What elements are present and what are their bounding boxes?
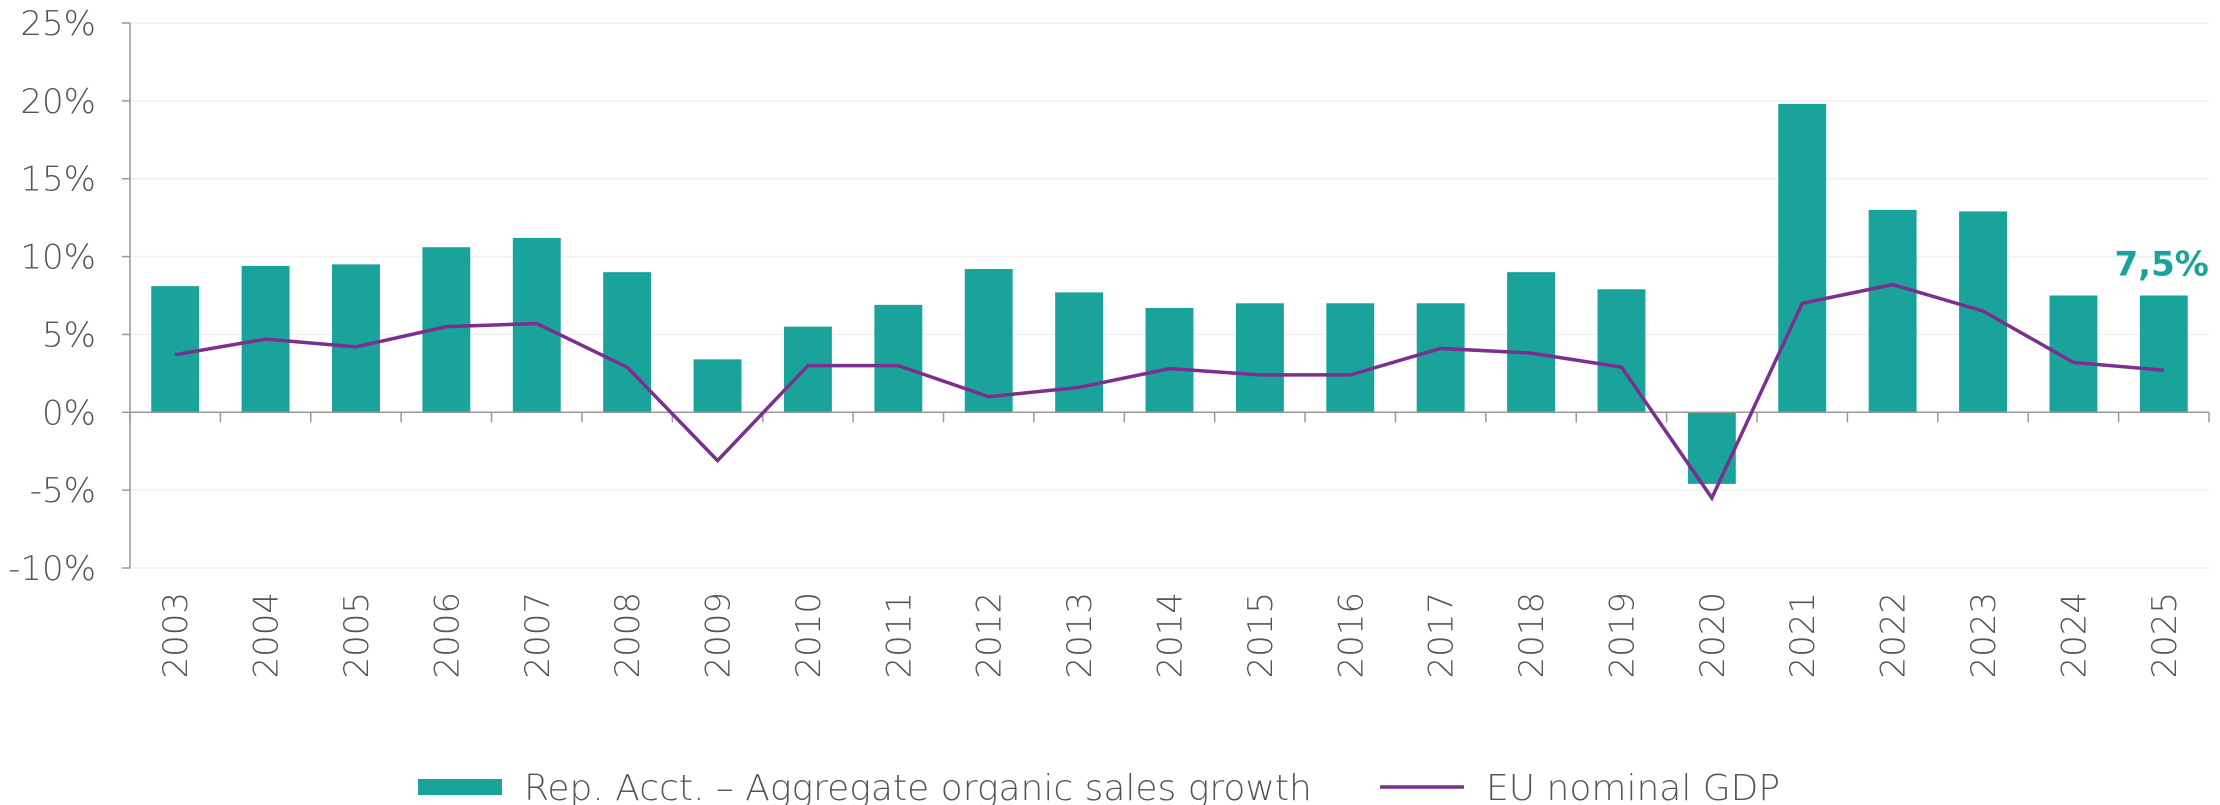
- x-tick-label: 2004: [247, 592, 287, 679]
- bar: [1868, 209, 1917, 413]
- bar: [964, 269, 1013, 413]
- y-tick-label: 10%: [20, 238, 96, 278]
- y-tick-label: 20%: [20, 82, 96, 122]
- x-tick-label: 2009: [699, 592, 739, 679]
- bar: [1778, 103, 1827, 413]
- x-tick-label: 2015: [1241, 592, 1281, 679]
- y-tick-label: 5%: [42, 315, 96, 355]
- x-tick-label: 2017: [1422, 592, 1462, 679]
- x-tick-label: 2025: [2145, 592, 2185, 679]
- x-tick-label: 2018: [1512, 592, 1552, 679]
- x-tick-label: 2008: [608, 592, 648, 679]
- x-tick-label: 2020: [1693, 592, 1733, 679]
- bar: [874, 304, 923, 413]
- bar: [603, 272, 652, 413]
- bar: [1326, 303, 1375, 413]
- x-tick-label: 2006: [427, 592, 467, 679]
- data-label: 7,5%: [2115, 245, 2209, 285]
- bar: [1145, 307, 1194, 413]
- legend-label: Rep. Acct. – Aggregate organic sales gro…: [524, 768, 1312, 805]
- y-tick-label: -5%: [30, 471, 96, 511]
- x-tick-label: 2010: [789, 592, 829, 679]
- x-tick-label: 2022: [1874, 592, 1914, 679]
- x-tick-label: 2023: [1964, 592, 2004, 679]
- bar: [332, 264, 380, 413]
- bar: [2139, 295, 2188, 413]
- x-tick-label: 2003: [156, 592, 196, 679]
- x-tick-label: 2024: [2054, 592, 2094, 679]
- line: [174, 282, 2164, 502]
- x-tick-label: 2013: [1060, 592, 1100, 679]
- bar: [151, 286, 200, 413]
- x-tick-label: 2021: [1783, 592, 1823, 679]
- bar: [1507, 272, 1556, 413]
- y-tick-label: 0%: [42, 393, 96, 433]
- x-tick-label: 2005: [337, 592, 377, 679]
- bar: [693, 359, 742, 413]
- y-tick-label: 15%: [20, 160, 96, 200]
- legend-label: EU nominal GDP: [1486, 768, 1780, 805]
- x-tick-label: 2007: [518, 592, 558, 679]
- legend-swatch: [418, 779, 502, 795]
- bar: [1235, 303, 1284, 413]
- bar: [783, 326, 832, 413]
- y-tick-label: 25%: [20, 4, 96, 44]
- x-tick-label: 2014: [1151, 592, 1191, 679]
- bar: [1416, 303, 1465, 413]
- y-tick-label: -10%: [8, 549, 96, 589]
- bar: [1055, 292, 1104, 413]
- x-tick-label: 2019: [1602, 592, 1642, 679]
- x-tick-label: 2012: [970, 592, 1010, 679]
- legend: Rep. Acct. – Aggregate organic sales gro…: [418, 768, 1780, 805]
- x-tick-label: 2016: [1331, 592, 1371, 679]
- x-tick-label: 2011: [879, 592, 919, 679]
